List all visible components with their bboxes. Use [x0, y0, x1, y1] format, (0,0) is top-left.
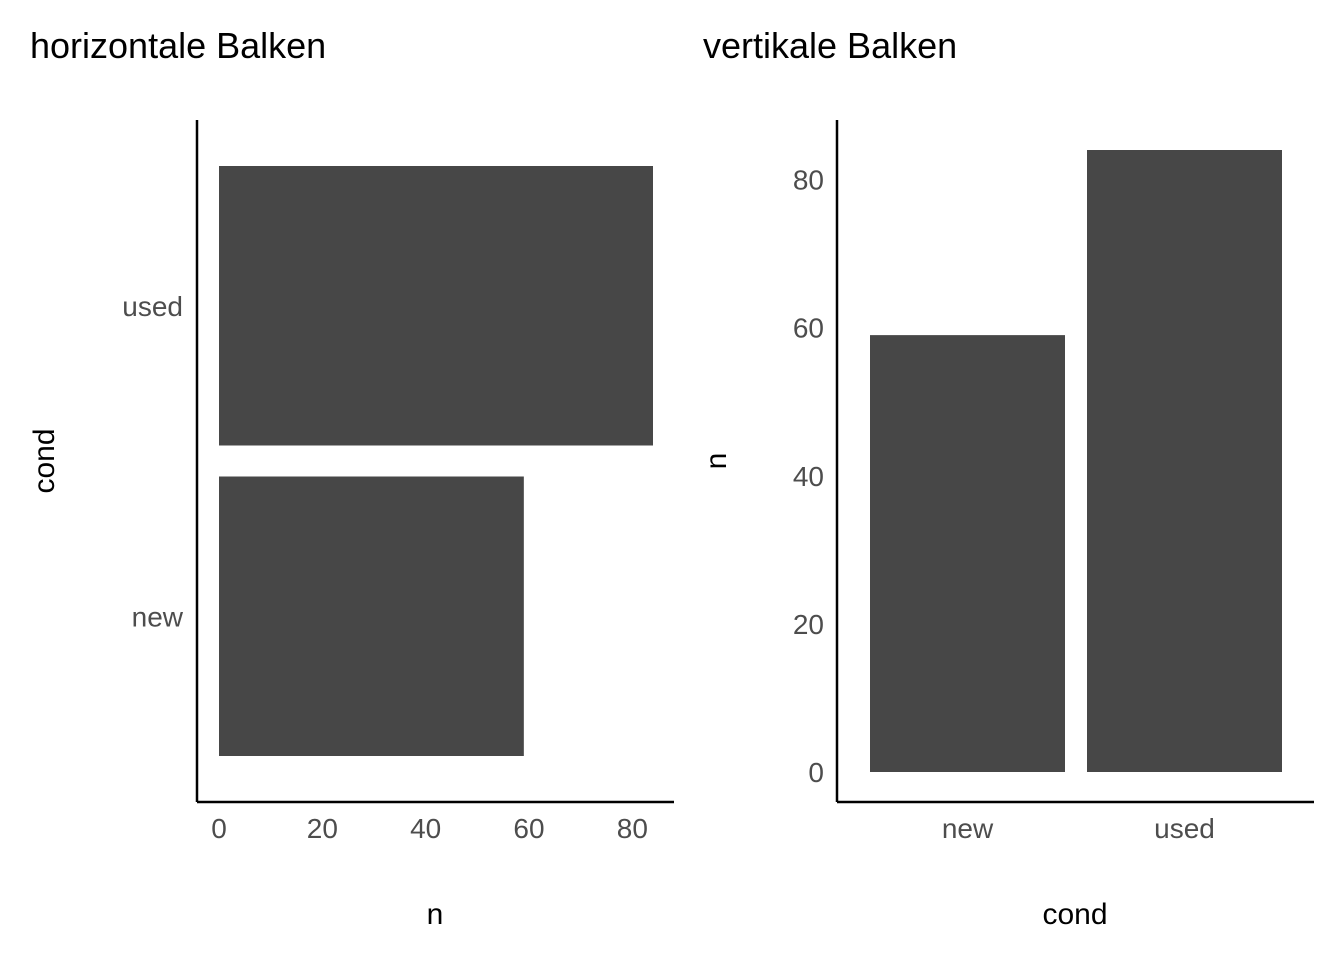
x-tick-label-80: 80	[617, 813, 648, 844]
x-tick-label-40: 40	[410, 813, 441, 844]
y-tick-labels-horizontal: new used	[122, 291, 183, 633]
y-tick-labels-vertical: 0 20 40 60 80	[793, 165, 824, 788]
x-tick-label-0: 0	[211, 813, 227, 844]
x-tick-label-new: new	[942, 813, 994, 844]
horizontal-bars	[219, 166, 653, 756]
x-tick-label-60: 60	[513, 813, 544, 844]
vertical-bars	[870, 150, 1282, 772]
bar-new	[219, 476, 524, 756]
y-tick-label-20: 20	[793, 609, 824, 640]
y-axis-title-vertical: n	[700, 453, 733, 470]
x-tick-label-used: used	[1154, 813, 1215, 844]
bar-new	[870, 335, 1065, 772]
y-tick-label-80: 80	[793, 165, 824, 196]
x-tick-labels-vertical: new used	[942, 813, 1215, 844]
y-axis-title-horizontal: cond	[28, 428, 61, 493]
x-axis-title-vertical: cond	[1042, 898, 1107, 931]
chart-title-vertical: vertikale Balken	[703, 25, 957, 66]
horizontal-bar-panel: horizontale Balken 0 20 40 60 80 new used n c…	[28, 25, 674, 931]
x-axis-title-horizontal: n	[427, 898, 444, 931]
chart-title-horizontal: horizontale Balken	[30, 25, 326, 66]
bar-used	[1087, 150, 1282, 772]
x-tick-label-20: 20	[307, 813, 338, 844]
y-tick-label-0: 0	[808, 757, 824, 788]
y-tick-label-60: 60	[793, 313, 824, 344]
y-tick-label-new: new	[132, 601, 184, 632]
x-tick-labels-horizontal: 0 20 40 60 80	[211, 813, 648, 844]
y-tick-label-40: 40	[793, 461, 824, 492]
y-tick-label-used: used	[122, 291, 183, 322]
bar-used	[219, 166, 653, 446]
